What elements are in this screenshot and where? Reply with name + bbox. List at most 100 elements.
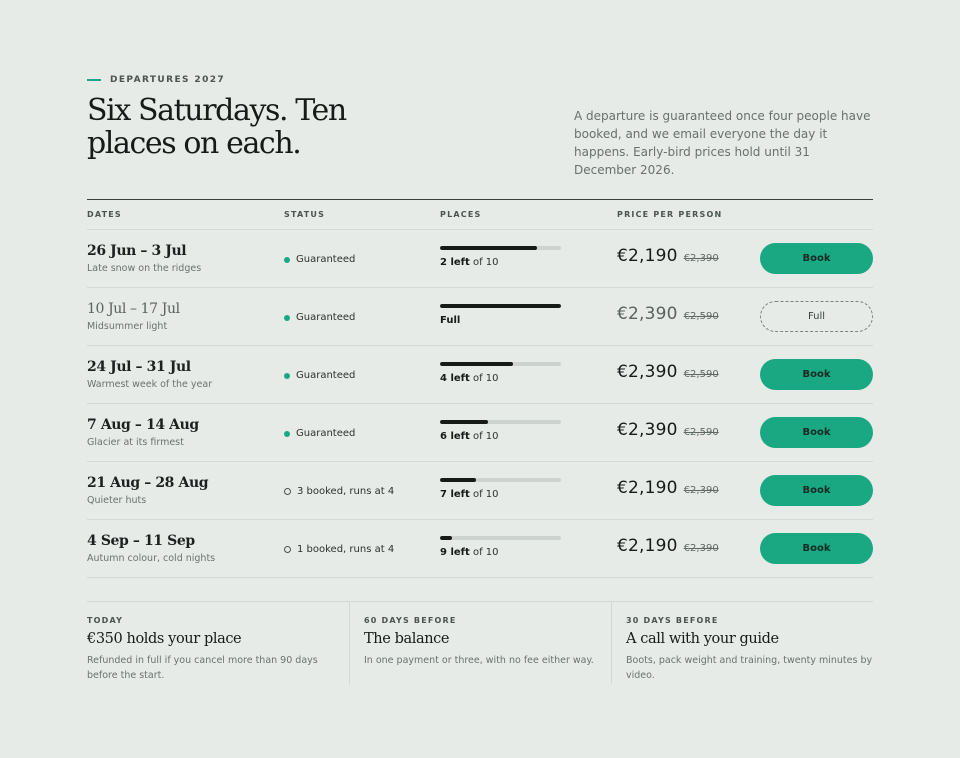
open-dot-icon (284, 488, 291, 495)
places-left: 7 left (440, 489, 470, 500)
departure-dates: 4 Sep – 11 Sep (87, 533, 195, 549)
places-count: Full (440, 315, 460, 326)
places-total: of 10 (469, 373, 499, 384)
price-original: €2,390 (683, 253, 719, 264)
status: 1 booked, runs at 4 (284, 544, 394, 555)
book-button[interactable]: Book (760, 475, 873, 506)
accent-dash (87, 79, 101, 81)
book-button[interactable]: Book (760, 359, 873, 390)
header-places: PLACES (440, 210, 482, 219)
step-heading: A call with your guide (626, 631, 779, 647)
places-progress-fill (440, 304, 561, 308)
book-button[interactable]: Book (760, 417, 873, 448)
step-kicker: 30 DAYS BEFORE (626, 616, 719, 625)
step-body: In one payment or three, with no fee eit… (364, 655, 594, 666)
header-dates: DATES (87, 210, 122, 219)
status-label: Guaranteed (296, 312, 356, 323)
step-body: Boots, pack weight and training, twenty … (626, 655, 873, 681)
price-original: €2,590 (683, 427, 719, 438)
price-current: €2,190 (617, 536, 678, 556)
status-label: 1 booked, runs at 4 (297, 544, 395, 555)
step-today: TODAY €350 holds your place Refunded in … (87, 602, 349, 684)
places-left: 6 left (440, 431, 470, 442)
places-progress-bar (440, 478, 561, 482)
step-body: Refunded in full if you cancel more than… (87, 655, 318, 681)
status: Guaranteed (284, 254, 355, 265)
places-total: of 10 (469, 257, 499, 268)
places-progress-fill (440, 246, 537, 250)
places-count: 2 left of 10 (440, 257, 499, 268)
departure-dates: 10 Jul – 17 Jul (87, 301, 180, 317)
places-progress-bar (440, 362, 561, 366)
departure-dates: 26 Jun – 3 Jul (87, 243, 187, 259)
departure-dates: 21 Aug – 28 Aug (87, 475, 209, 491)
table-header: DATES STATUS PLACES PRICE PER PERSON (87, 200, 873, 230)
places-progress-fill (440, 478, 477, 482)
places-left: 2 left (440, 257, 470, 268)
departure-note: Glacier at its firmest (87, 437, 184, 448)
places-count: 6 left of 10 (440, 431, 499, 442)
step-heading: €350 holds your place (87, 631, 242, 647)
status: 3 booked, runs at 4 (284, 486, 394, 497)
price-original: €2,590 (683, 311, 719, 322)
status-label: Guaranteed (296, 428, 356, 439)
book-button[interactable]: Book (760, 243, 873, 274)
places-count: 7 left of 10 (440, 489, 499, 500)
table-body: 26 Jun – 3 Jul Late snow on the ridges Gua… (87, 230, 873, 578)
step-60-days: 60 DAYS BEFORE The balance In one paymen… (349, 602, 611, 684)
filled-dot-icon (284, 314, 290, 321)
price-original: €2,390 (683, 485, 719, 496)
departure-note: Autumn colour, cold nights (87, 553, 216, 564)
price: €2,190 €2,390 (617, 478, 719, 498)
book-button[interactable]: Book (760, 533, 873, 564)
eyebrow: DEPARTURES 2027 (87, 75, 225, 85)
eyebrow-label: DEPARTURES 2027 (110, 75, 226, 85)
price: €2,390 €2,590 (617, 304, 719, 324)
page-title: Six Saturdays. Ten places on each. (87, 93, 347, 161)
price-current: €2,190 (617, 246, 678, 266)
departure-dates: 24 Jul – 31 Jul (87, 359, 191, 375)
header-status: STATUS (284, 210, 326, 219)
places-total: of 10 (469, 489, 499, 500)
places-progress-bar (440, 536, 561, 540)
intro-text: A departure is guaranteed once four peop… (574, 109, 871, 177)
step-30-days: 30 DAYS BEFORE A call with your guide Bo… (611, 602, 873, 684)
price-original: €2,590 (683, 369, 719, 380)
open-dot-icon (284, 546, 291, 553)
departure-dates: 7 Aug – 14 Aug (87, 417, 199, 433)
places-progress-fill (440, 420, 489, 424)
departure-note: Midsummer light (87, 321, 168, 332)
status: Guaranteed (284, 312, 355, 323)
price: €2,190 €2,390 (617, 246, 719, 266)
full-button[interactable]: Full (760, 301, 873, 332)
price: €2,190 €2,390 (617, 536, 719, 556)
departures-table: DATES STATUS PLACES PRICE PER PERSON 26 … (87, 199, 873, 578)
places-progress-bar (440, 420, 561, 424)
status-label: Guaranteed (296, 254, 356, 265)
status: Guaranteed (284, 428, 355, 439)
places-progress-fill (440, 536, 453, 540)
status-label: 3 booked, runs at 4 (297, 486, 395, 497)
status-label: Guaranteed (296, 370, 356, 381)
filled-dot-icon (284, 430, 290, 437)
price-original: €2,390 (683, 543, 719, 554)
places-total: of 10 (469, 431, 499, 442)
departure-note: Warmest week of the year (87, 379, 213, 390)
filled-dot-icon (284, 256, 290, 263)
places-left: 4 left (440, 373, 470, 384)
departure-note: Quieter huts (87, 495, 147, 506)
table-row: 10 Jul – 17 Jul Midsummer light Guaranteed… (87, 288, 873, 346)
table-row: 26 Jun – 3 Jul Late snow on the ridges Gua… (87, 230, 873, 288)
places-count: 9 left of 10 (440, 547, 499, 558)
payment-steps: TODAY €350 holds your place Refunded in … (87, 601, 873, 684)
step-kicker: 60 DAYS BEFORE (364, 616, 457, 625)
places-progress-bar (440, 304, 561, 308)
places-progress-fill (440, 362, 513, 366)
price: €2,390 €2,590 (617, 362, 719, 382)
table-row: 7 Aug – 14 Aug Glacier at its firmest Guar… (87, 404, 873, 462)
status: Guaranteed (284, 370, 355, 381)
places-left: Full (440, 315, 461, 326)
places-left: 9 left (440, 547, 470, 558)
places-progress-bar (440, 246, 561, 250)
